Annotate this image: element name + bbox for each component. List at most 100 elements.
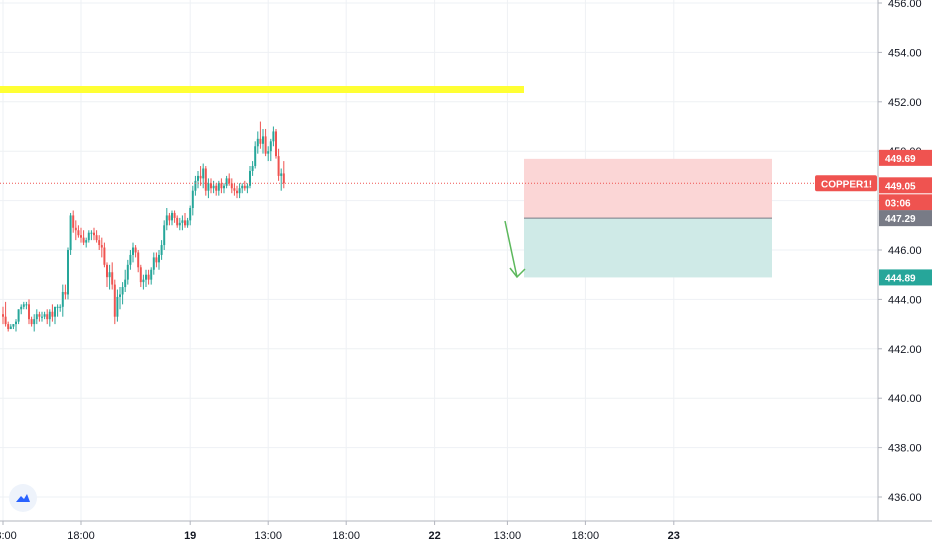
down-arrow-drawing[interactable] xyxy=(504,220,526,279)
candle xyxy=(189,205,192,226)
candle-body xyxy=(134,247,137,253)
candle xyxy=(262,128,264,154)
candle-body xyxy=(251,166,254,171)
candle xyxy=(171,210,173,226)
candle-body xyxy=(238,188,241,194)
arrow-shaft[interactable] xyxy=(504,220,518,278)
candle xyxy=(134,245,137,258)
candle xyxy=(197,170,199,189)
candle xyxy=(225,175,228,189)
candle-body xyxy=(256,138,259,147)
candle-body xyxy=(9,326,12,330)
candle-body xyxy=(30,319,33,325)
candle-body xyxy=(103,247,106,265)
candle-body xyxy=(184,220,186,226)
candle xyxy=(259,121,262,149)
symbol-tag: COPPER1! xyxy=(821,179,872,190)
candle-body xyxy=(95,235,98,241)
candle xyxy=(275,128,277,159)
last-price-tag: 449.05 xyxy=(885,181,916,192)
candle-body xyxy=(38,314,41,317)
candle xyxy=(124,269,127,292)
candle-body xyxy=(155,257,158,263)
candle xyxy=(129,250,132,270)
candle-body xyxy=(28,304,30,320)
candle xyxy=(178,217,181,231)
candle xyxy=(108,264,111,290)
candle-body xyxy=(230,183,233,189)
candle xyxy=(54,306,56,325)
candle xyxy=(132,242,134,263)
candle-body xyxy=(90,232,93,234)
candle-body xyxy=(241,185,244,189)
candle xyxy=(4,301,7,327)
price-axis[interactable]: 436.00438.00440.00442.00444.00446.00448.… xyxy=(878,0,922,504)
candle xyxy=(48,309,51,327)
candle xyxy=(212,180,215,194)
candle-body xyxy=(15,321,17,325)
candle-body xyxy=(212,185,215,189)
candle-body xyxy=(20,306,23,310)
candle-body xyxy=(87,232,90,241)
candle xyxy=(168,212,171,226)
candle-body xyxy=(56,306,59,308)
candle xyxy=(61,284,64,317)
candle xyxy=(43,311,46,320)
candle xyxy=(241,183,244,194)
candle-body xyxy=(171,212,173,221)
candle xyxy=(74,220,77,241)
candle xyxy=(230,178,233,194)
candle-body xyxy=(43,314,46,317)
candle-body xyxy=(220,183,223,189)
stop-price-tag-bg xyxy=(879,149,932,166)
candle xyxy=(210,178,212,194)
price-tick-label: 444.00 xyxy=(888,294,922,306)
candle-body xyxy=(223,185,225,189)
candle xyxy=(46,309,49,325)
candle xyxy=(95,230,98,243)
candle xyxy=(25,301,28,310)
candle-body xyxy=(275,131,277,157)
candle xyxy=(111,262,114,290)
candle xyxy=(145,269,147,288)
candle-body xyxy=(72,215,75,228)
candle-body xyxy=(267,151,270,154)
candle xyxy=(22,301,25,310)
candle xyxy=(72,210,75,233)
candle xyxy=(238,183,241,199)
candle xyxy=(93,227,95,241)
candle xyxy=(251,161,254,176)
candle-body xyxy=(147,274,150,280)
arrow-head[interactable] xyxy=(509,267,526,279)
time-tick-label: 23 xyxy=(668,530,680,542)
time-tick-label: 18:00 xyxy=(332,530,360,542)
candle xyxy=(194,175,197,196)
candle xyxy=(264,128,267,157)
candle xyxy=(9,324,12,330)
candle-body xyxy=(25,304,28,306)
price-tick-label: 438.00 xyxy=(888,443,922,455)
candle xyxy=(163,220,166,250)
candle xyxy=(207,178,210,199)
candle-body xyxy=(93,232,95,236)
candle xyxy=(181,215,184,231)
target-price-tag-bg xyxy=(879,269,932,286)
candle-body xyxy=(7,324,10,330)
candle xyxy=(142,274,145,290)
candle-body xyxy=(197,175,199,181)
tradingview-logo[interactable] xyxy=(9,484,37,512)
risk-reward-zones[interactable] xyxy=(524,158,772,278)
candle-body xyxy=(262,136,264,144)
time-tick-label: 13:00 xyxy=(254,530,282,542)
time-tick-label: 18:00 xyxy=(67,530,95,542)
candle xyxy=(280,168,283,191)
take-profit-zone[interactable] xyxy=(524,218,772,278)
stop-loss-zone[interactable] xyxy=(524,158,772,219)
candle-body xyxy=(100,245,103,248)
candle xyxy=(20,304,23,315)
price-tick-label: 456.00 xyxy=(888,0,922,10)
candle-body xyxy=(111,272,114,285)
